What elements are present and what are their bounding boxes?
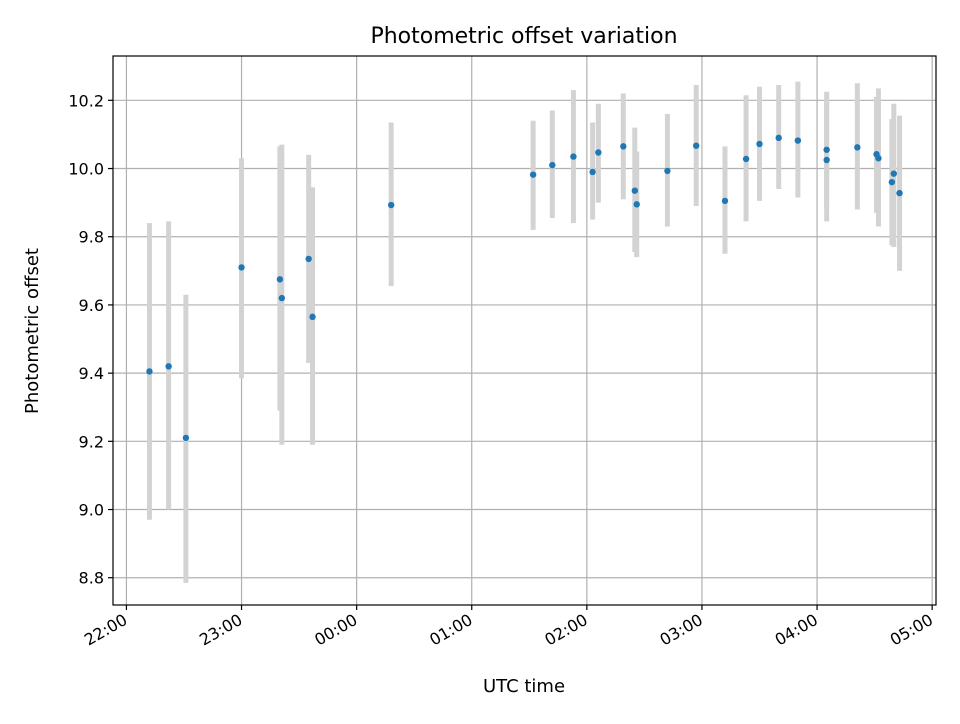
y-axis-ticks: 8.8 9.0 9.2 9.4 9.6 9.8 10.0 10.2 [68, 91, 113, 588]
data-point [633, 201, 640, 208]
data-point [823, 156, 830, 164]
data-point [775, 134, 782, 142]
data-point [620, 143, 627, 150]
data-point [146, 368, 153, 375]
x-tick-label: 02:00 [541, 610, 590, 650]
data-point [794, 137, 802, 144]
data-point [742, 155, 750, 163]
data-point [549, 161, 556, 169]
data-points [146, 134, 903, 442]
data-point [182, 434, 190, 442]
data-point [165, 363, 172, 370]
x-axis-label: UTC time [483, 676, 565, 697]
data-point [692, 142, 700, 149]
y-axis-label: Photometric offset [22, 248, 43, 414]
y-tick-label: 10.2 [68, 91, 104, 110]
data-point [664, 167, 671, 175]
data-point [595, 149, 602, 156]
data-point [896, 189, 903, 197]
x-tick-label: 23:00 [196, 610, 245, 650]
data-point [854, 144, 861, 151]
plot-frame [112, 55, 937, 606]
chart-title: Photometric offset variation [370, 24, 677, 49]
x-tick-label: 04:00 [772, 610, 821, 650]
x-tick-label: 05:00 [887, 610, 936, 650]
y-tick-label: 9.6 [79, 296, 104, 315]
data-point [756, 140, 763, 148]
data-point [570, 153, 577, 160]
y-tick-label: 8.8 [79, 569, 104, 588]
y-tick-label: 9.2 [79, 432, 104, 451]
grid-lines [113, 56, 936, 605]
x-tick-label: 22:00 [81, 610, 130, 650]
data-point [305, 255, 312, 263]
data-point [888, 178, 896, 186]
data-point [529, 171, 537, 178]
data-point [875, 155, 882, 162]
data-point [631, 187, 639, 194]
x-tick-label: 01:00 [426, 610, 475, 650]
y-tick-label: 9.8 [79, 228, 104, 247]
y-tick-label: 10.0 [68, 160, 104, 179]
data-point [278, 294, 286, 302]
data-point [823, 146, 830, 153]
error-bars [146, 81, 903, 583]
data-point [276, 276, 284, 283]
y-tick-label: 9.4 [79, 364, 104, 383]
x-tick-label: 00:00 [311, 610, 360, 650]
data-point [890, 170, 897, 177]
data-point [238, 264, 245, 271]
data-point [309, 313, 316, 321]
x-axis-ticks: 22:00 23:00 00:00 01:00 02:00 03:00 04:00 05:00 [81, 605, 936, 650]
data-point [721, 197, 729, 205]
y-tick-label: 9.0 [79, 501, 104, 520]
data-point [387, 201, 395, 209]
data-point [589, 168, 596, 176]
x-tick-label: 03:00 [657, 610, 706, 650]
